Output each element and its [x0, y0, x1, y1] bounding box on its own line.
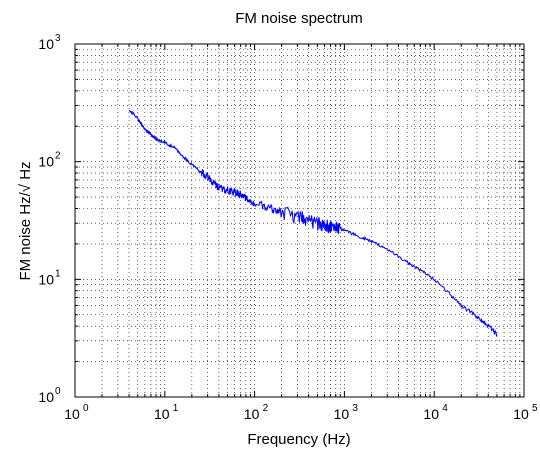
- x-tick-exponent: 2: [263, 403, 269, 414]
- y-tick-label: 10: [38, 389, 54, 405]
- x-tick-exponent: 3: [352, 403, 358, 414]
- y-tick-label: 10: [38, 271, 54, 287]
- y-tick-label: 10: [38, 36, 54, 52]
- x-tick-label: 10: [64, 406, 80, 422]
- x-tick-labels: 10 0 10 1 10 2 10 3 10 4 10 5: [64, 403, 538, 422]
- chart-title: FM noise spectrum: [235, 10, 363, 27]
- series-group: [129, 109, 498, 337]
- series-line: [129, 109, 498, 337]
- x-tick-label: 10: [334, 406, 350, 422]
- y-axis-label: FM noise Hz/√ Hz: [17, 161, 34, 280]
- x-tick-label: 10: [513, 406, 529, 422]
- x-tick-exponent: 0: [83, 403, 89, 414]
- x-tick-exponent: 1: [173, 403, 179, 414]
- x-tick-label: 10: [244, 406, 260, 422]
- y-tick-exponent: 0: [55, 386, 61, 397]
- x-tick-exponent: 5: [532, 403, 538, 414]
- x-axis-label: Frequency (Hz): [247, 431, 350, 448]
- x-tick-label: 10: [423, 406, 439, 422]
- y-tick-exponent: 1: [55, 268, 61, 279]
- y-tick-label: 10: [38, 154, 54, 170]
- x-tick-label: 10: [154, 406, 170, 422]
- y-tick-exponent: 3: [55, 33, 61, 44]
- x-tick-exponent: 4: [442, 403, 448, 414]
- plot-frame: [74, 43, 525, 398]
- y-tick-exponent: 2: [55, 151, 61, 162]
